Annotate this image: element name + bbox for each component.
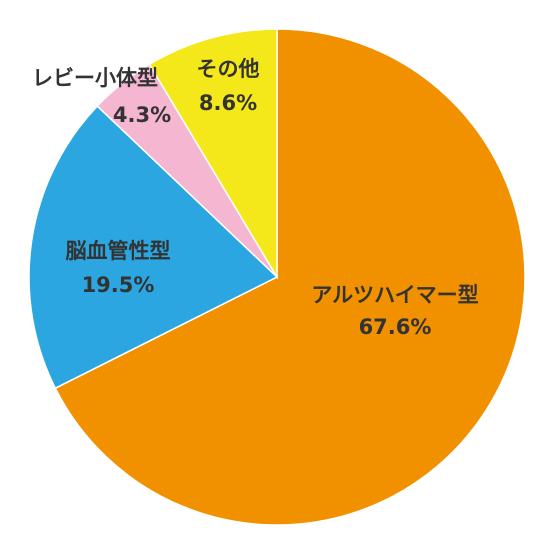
slice-label: アルツハイマー型	[311, 283, 478, 307]
slice-value-label: 8.6%	[199, 91, 257, 115]
slice-label: 脳血管性型	[66, 239, 171, 263]
slice-value-label: 4.3%	[113, 103, 171, 127]
pie-slice	[54, 28, 526, 526]
slice-label: その他	[197, 57, 260, 81]
slice-label: レビー小体型	[32, 66, 158, 90]
pie-slice	[28, 105, 279, 390]
pie-slice	[148, 28, 278, 280]
slice-value-label: 19.5%	[82, 273, 155, 297]
slice-value-label: 67.6%	[359, 315, 432, 339]
